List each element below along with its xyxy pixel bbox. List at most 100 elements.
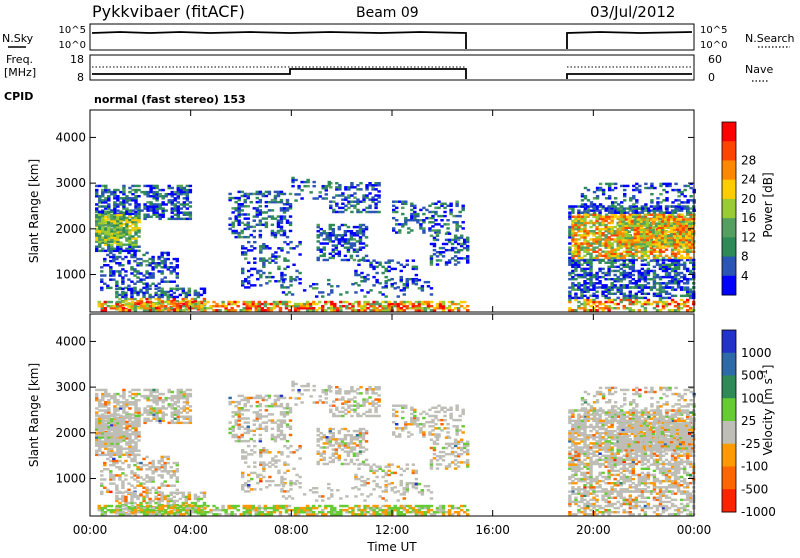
power-cell: [280, 226, 283, 228]
velocity-cell: [168, 403, 171, 405]
power-cell: [164, 209, 167, 211]
power-cell: [298, 272, 301, 274]
velocity-cell: [168, 397, 171, 399]
power-cell: [689, 257, 692, 259]
power-cell: [455, 221, 458, 223]
velocity-cell: [149, 389, 152, 391]
power-cell: [626, 264, 629, 266]
power-cell: [136, 276, 139, 278]
power-cell: [430, 301, 433, 303]
power-cell: [415, 274, 418, 276]
cpid-label: CPID: [4, 90, 33, 103]
power-cell: [188, 303, 191, 305]
power-cell: [384, 276, 387, 278]
power-cell: [280, 191, 283, 193]
power-cell: [319, 195, 322, 197]
power-cell: [344, 196, 347, 198]
velocity-cell: [186, 389, 189, 391]
power-cell: [170, 307, 173, 309]
power-cell: [662, 282, 665, 284]
power-cell: [247, 193, 250, 195]
power-cell: [650, 259, 653, 261]
power-cell: [650, 278, 653, 280]
power-cell: [647, 209, 650, 211]
power-cell: [661, 220, 664, 222]
power-cell: [387, 266, 390, 268]
power-cell: [677, 248, 680, 250]
power-cell: [581, 211, 584, 213]
power-cell: [443, 215, 446, 217]
power-cell: [635, 286, 638, 288]
power-cell: [620, 278, 623, 280]
power-cell: [203, 303, 206, 305]
power-cell: [98, 211, 101, 213]
power-cell: [109, 287, 112, 289]
power-cell: [146, 185, 149, 187]
power-cell: [673, 239, 676, 241]
power-cell: [599, 216, 602, 218]
power-cell: [113, 305, 116, 307]
power-cell: [614, 211, 617, 213]
power-cell: [457, 243, 460, 245]
power-cell: [359, 236, 362, 238]
power-cell: [124, 256, 127, 258]
power-cell: [668, 280, 671, 282]
power-cell: [265, 205, 268, 207]
power-cell: [623, 305, 626, 307]
velocity-cell: [189, 393, 192, 395]
power-cell: [157, 256, 160, 258]
power-cell: [460, 257, 463, 259]
power-cell: [228, 197, 231, 199]
power-cell: [589, 288, 592, 290]
power-cell: [434, 203, 437, 205]
velocity-cell: [95, 415, 98, 417]
power-cell: [589, 214, 592, 216]
power-cell: [461, 227, 464, 229]
power-cell: [613, 299, 616, 301]
power-cell: [228, 224, 231, 226]
power-cell: [350, 182, 353, 184]
power-cell: [439, 259, 442, 261]
power-cell: [265, 195, 268, 197]
power-cell: [440, 225, 443, 227]
velocity-cell: [183, 405, 186, 407]
power-cell: [662, 251, 665, 253]
velocity-cell: [149, 420, 152, 422]
power-cell: [577, 297, 580, 299]
power-cell: [332, 248, 335, 250]
power-cell: [347, 246, 350, 248]
power-cell: [614, 187, 617, 189]
power-cell: [638, 207, 641, 209]
power-cell: [256, 270, 259, 272]
velocity-cell: [115, 460, 118, 462]
power-cell: [601, 272, 604, 274]
power-cell: [580, 228, 583, 230]
velocity-cell: [106, 468, 109, 470]
power-cell: [180, 211, 183, 213]
power-cell: [256, 191, 259, 193]
power-cell: [682, 218, 685, 220]
velocity-cell: [180, 415, 183, 417]
power-cell: [167, 301, 170, 303]
power-cell: [179, 294, 182, 296]
power-cell: [592, 282, 595, 284]
power-cell: [581, 193, 584, 195]
power-cell: [674, 199, 677, 201]
velocity-cell: [152, 389, 155, 391]
power-cell: [683, 257, 686, 259]
power-cell: [659, 309, 662, 311]
power-cell: [146, 214, 149, 216]
power-cell: [338, 226, 341, 228]
power-cell: [674, 183, 677, 185]
power-cell: [638, 284, 641, 286]
power-cell: [653, 205, 656, 207]
power-cell: [674, 301, 677, 303]
power-cell: [568, 246, 571, 248]
power-cell: [298, 278, 301, 280]
power-cell: [616, 276, 619, 278]
power-cell: [247, 249, 250, 251]
power-cell: [247, 222, 250, 224]
power-cell: [119, 191, 122, 193]
velocity-cell: [116, 399, 119, 401]
power-cell: [267, 303, 270, 305]
